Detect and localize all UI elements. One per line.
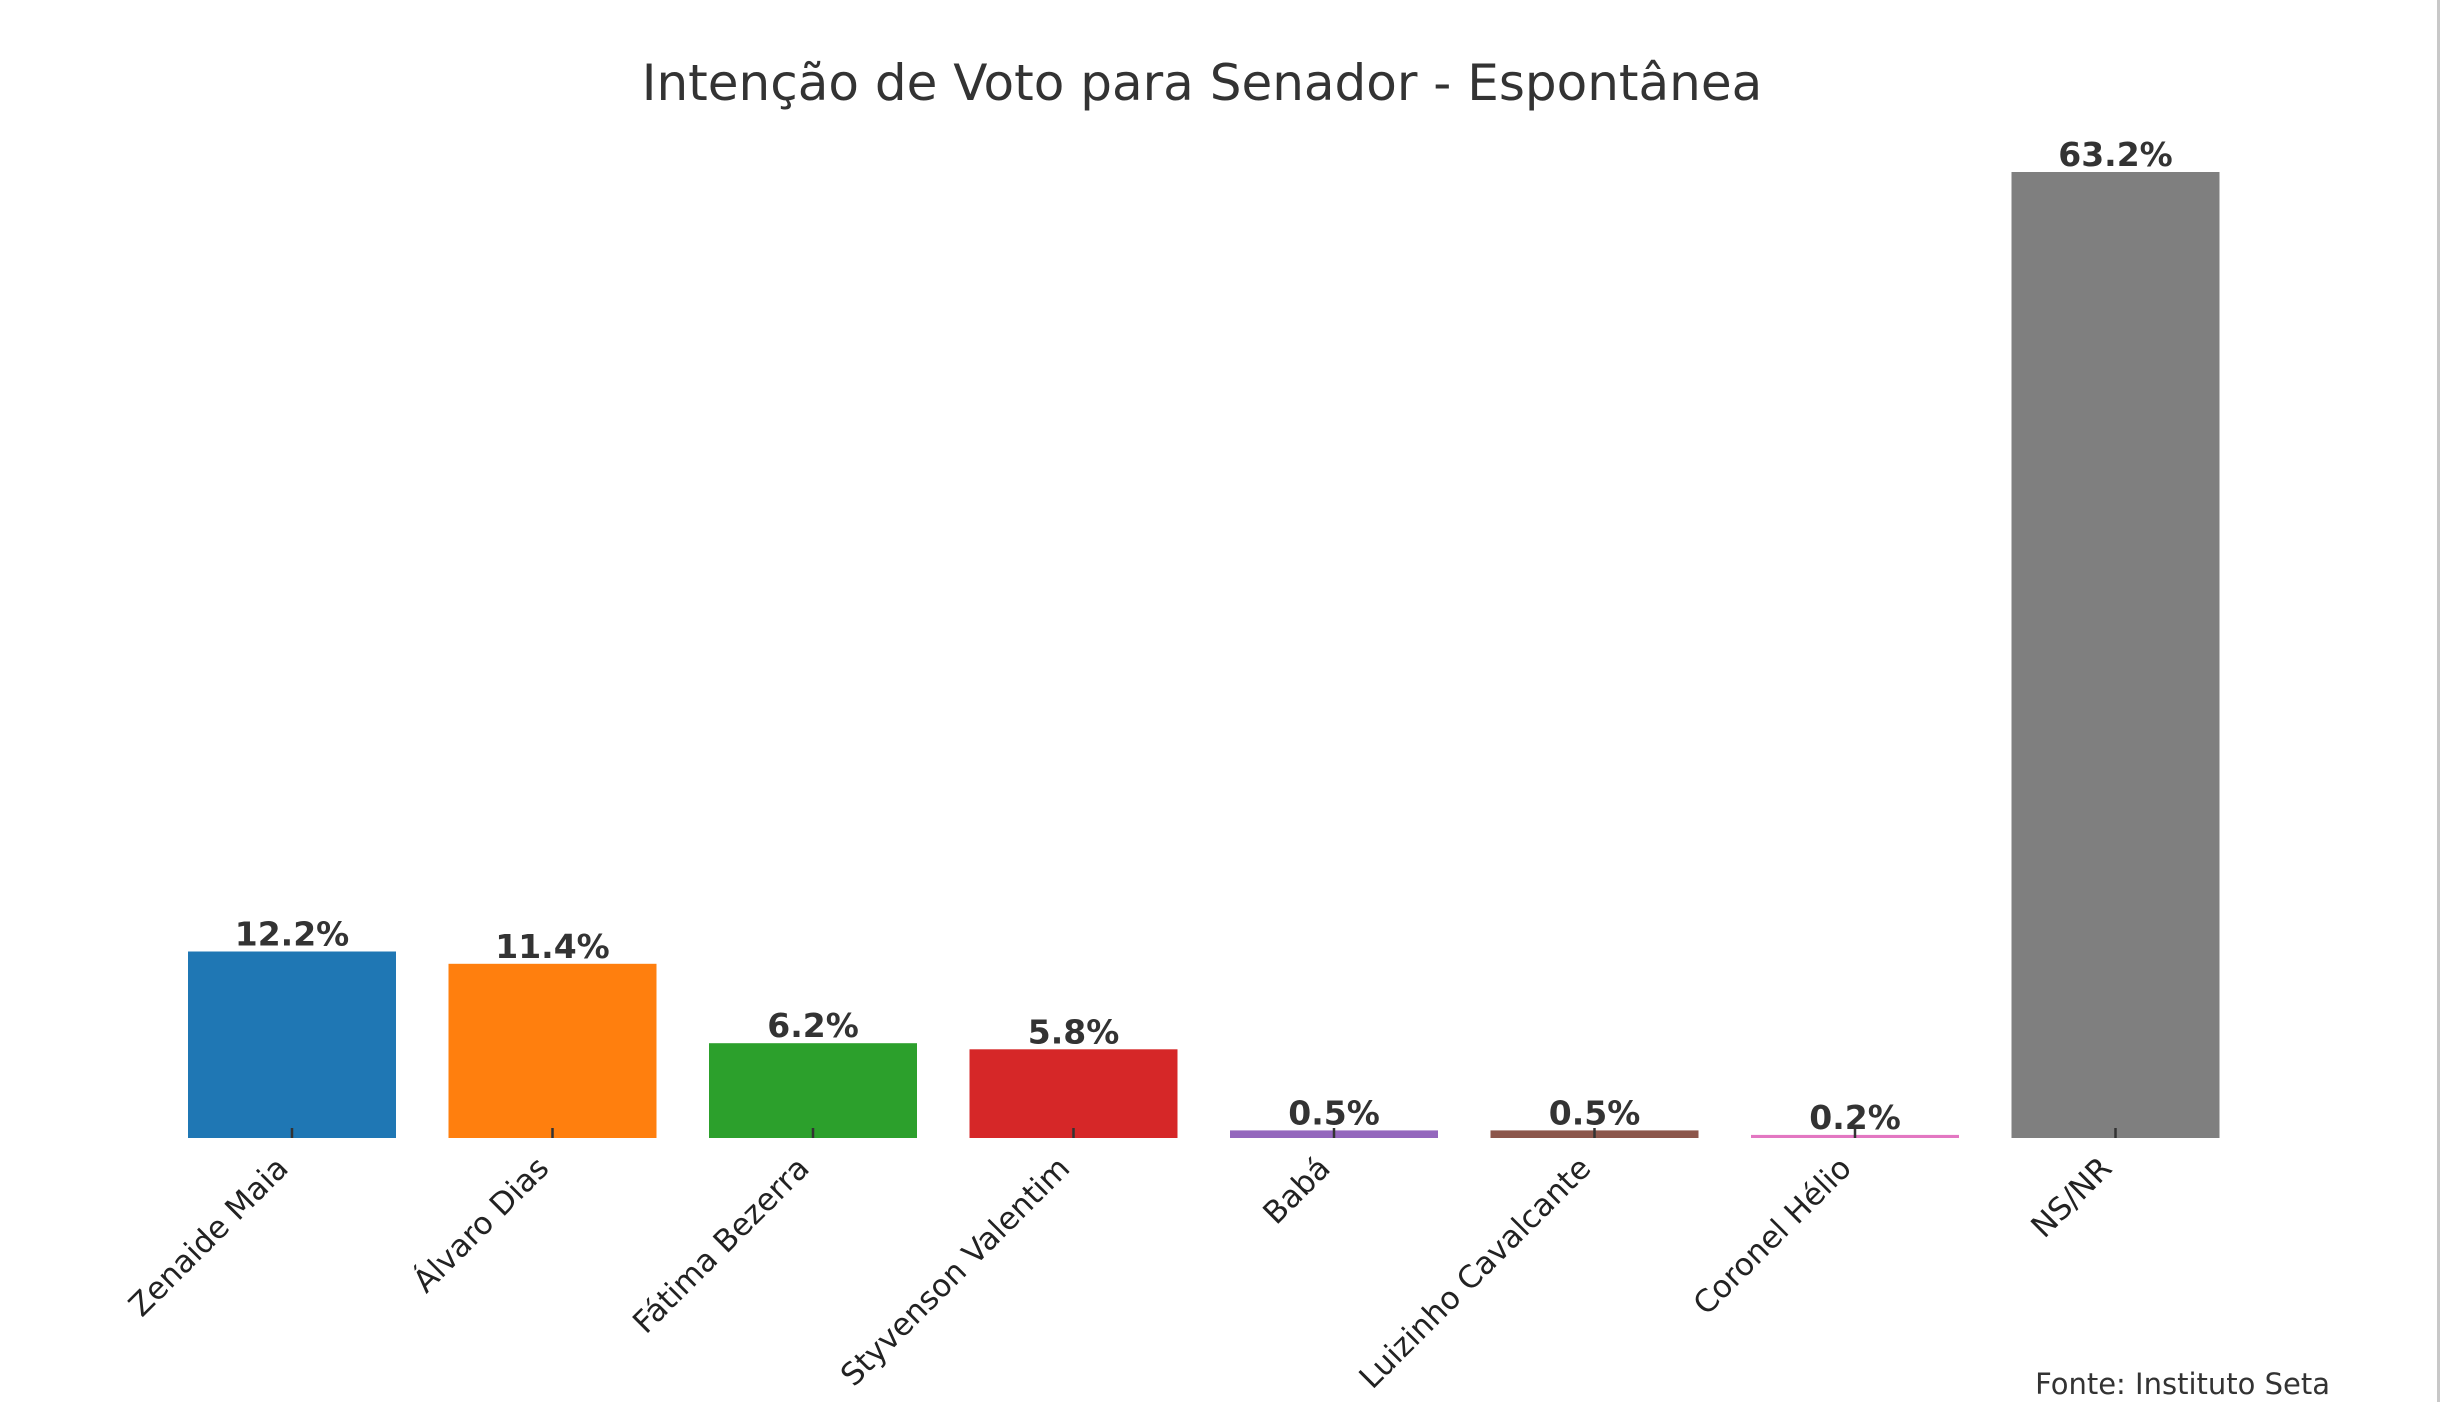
value-label-styvenson-valentim: 5.8%: [1028, 1012, 1120, 1051]
x-tick-label-alvaro-dias: Álvaro Dias: [406, 1150, 556, 1300]
x-tick-label-baba: Babá: [1256, 1150, 1337, 1231]
value-label-ns-nr: 63.2%: [2058, 135, 2173, 174]
chart-title: Intenção de Voto para Senador - Espontân…: [642, 54, 1763, 112]
value-label-alvaro-dias: 11.4%: [495, 927, 610, 966]
value-label-zenaide-maia: 12.2%: [235, 915, 350, 954]
bar-zenaide-maia: [188, 951, 396, 1138]
bar-alvaro-dias: [448, 963, 657, 1138]
bar-ns-nr: [2011, 172, 2220, 1138]
value-label-fatima-bezerra: 6.2%: [767, 1006, 859, 1045]
x-tick-label-styvenson-valentim: Styvenson Valentim: [834, 1150, 1077, 1393]
x-tick-label-coronel-helio: Coronel Hélio: [1687, 1150, 1859, 1322]
bars-layer: [188, 172, 2220, 1138]
value-label-coronel-helio: 0.2%: [1809, 1098, 1901, 1137]
value-label-baba: 0.5%: [1288, 1093, 1380, 1132]
window-edge: [2437, 0, 2440, 1402]
ticks-layer: [290, 1128, 2117, 1138]
x-tick-label-fatima-bezerra: Fátima Bezerra: [626, 1150, 817, 1341]
bar-styvenson-valentim: [969, 1049, 1178, 1138]
value-label-luizinho-cavalcante: 0.5%: [1549, 1093, 1641, 1132]
value-labels-layer: 12.2% 11.4% 6.2% 5.8% 0.5% 0.5% 0.2% 63.2%: [235, 135, 2173, 1137]
tick-labels-layer: Zenaide Maia Álvaro Dias Fátima Bezerra Sty…: [122, 1150, 2119, 1396]
x-tick-label-luizinho-cavalcante: Luizinho Cavalcante: [1352, 1150, 1598, 1396]
x-tick-label-zenaide-maia: Zenaide Maia: [122, 1150, 296, 1324]
bar-fatima-bezerra: [709, 1043, 917, 1138]
source-note: Fonte: Instituto Seta: [2035, 1367, 2330, 1401]
x-tick-label-ns-nr: NS/NR: [2024, 1150, 2119, 1245]
